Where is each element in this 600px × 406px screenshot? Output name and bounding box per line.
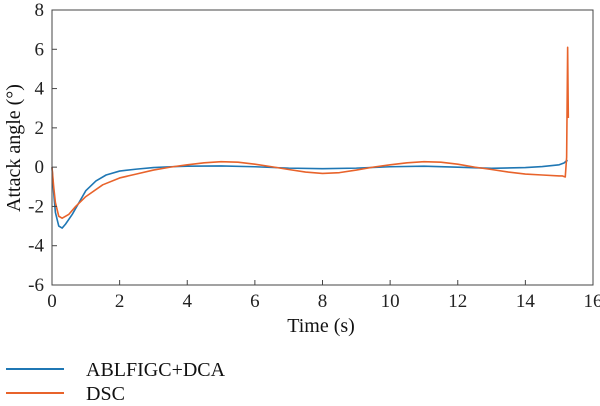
y-tick-label: 2 — [35, 118, 45, 139]
x-tick-label: 4 — [183, 291, 193, 312]
x-tick-label: 12 — [448, 291, 467, 312]
series-line-dsc — [51, 46, 570, 220]
axes-layer — [51, 9, 594, 286]
series-line-ablfigc-dca — [51, 159, 569, 229]
legend-label-dsc: DSC — [86, 383, 125, 405]
y-tick-label: 0 — [35, 157, 45, 178]
x-tick-label: 2 — [115, 291, 125, 312]
y-tick-label: -4 — [28, 236, 44, 257]
y-tick-label: 8 — [35, 0, 45, 21]
x-tick-label: 6 — [250, 291, 260, 312]
series-layer — [51, 46, 570, 229]
legend-label-ablfigc-dca: ABLFIGC+DCA — [86, 359, 226, 381]
y-tick-label: 4 — [35, 79, 45, 100]
x-axis-title: Time (s) — [287, 315, 355, 337]
y-tick-label: 6 — [35, 39, 45, 60]
legend: ABLFIGC+DCA DSC — [6, 359, 226, 405]
x-tick-label: 10 — [381, 291, 400, 312]
x-tick-label: 8 — [318, 291, 328, 312]
y-tick-label: -2 — [28, 196, 44, 217]
ticks-layer: 0 2 4 6 8 10 12 14 16 -6 -4 -2 0 2 4 6 8 — [28, 0, 600, 312]
x-tick-label: 16 — [584, 291, 600, 312]
x-tick-label: 14 — [516, 291, 536, 312]
x-tick-label: 0 — [47, 291, 57, 312]
plot-frame — [51, 9, 594, 286]
y-axis-title: Attack angle (°) — [3, 84, 25, 212]
y-tick-label: -6 — [28, 275, 44, 296]
